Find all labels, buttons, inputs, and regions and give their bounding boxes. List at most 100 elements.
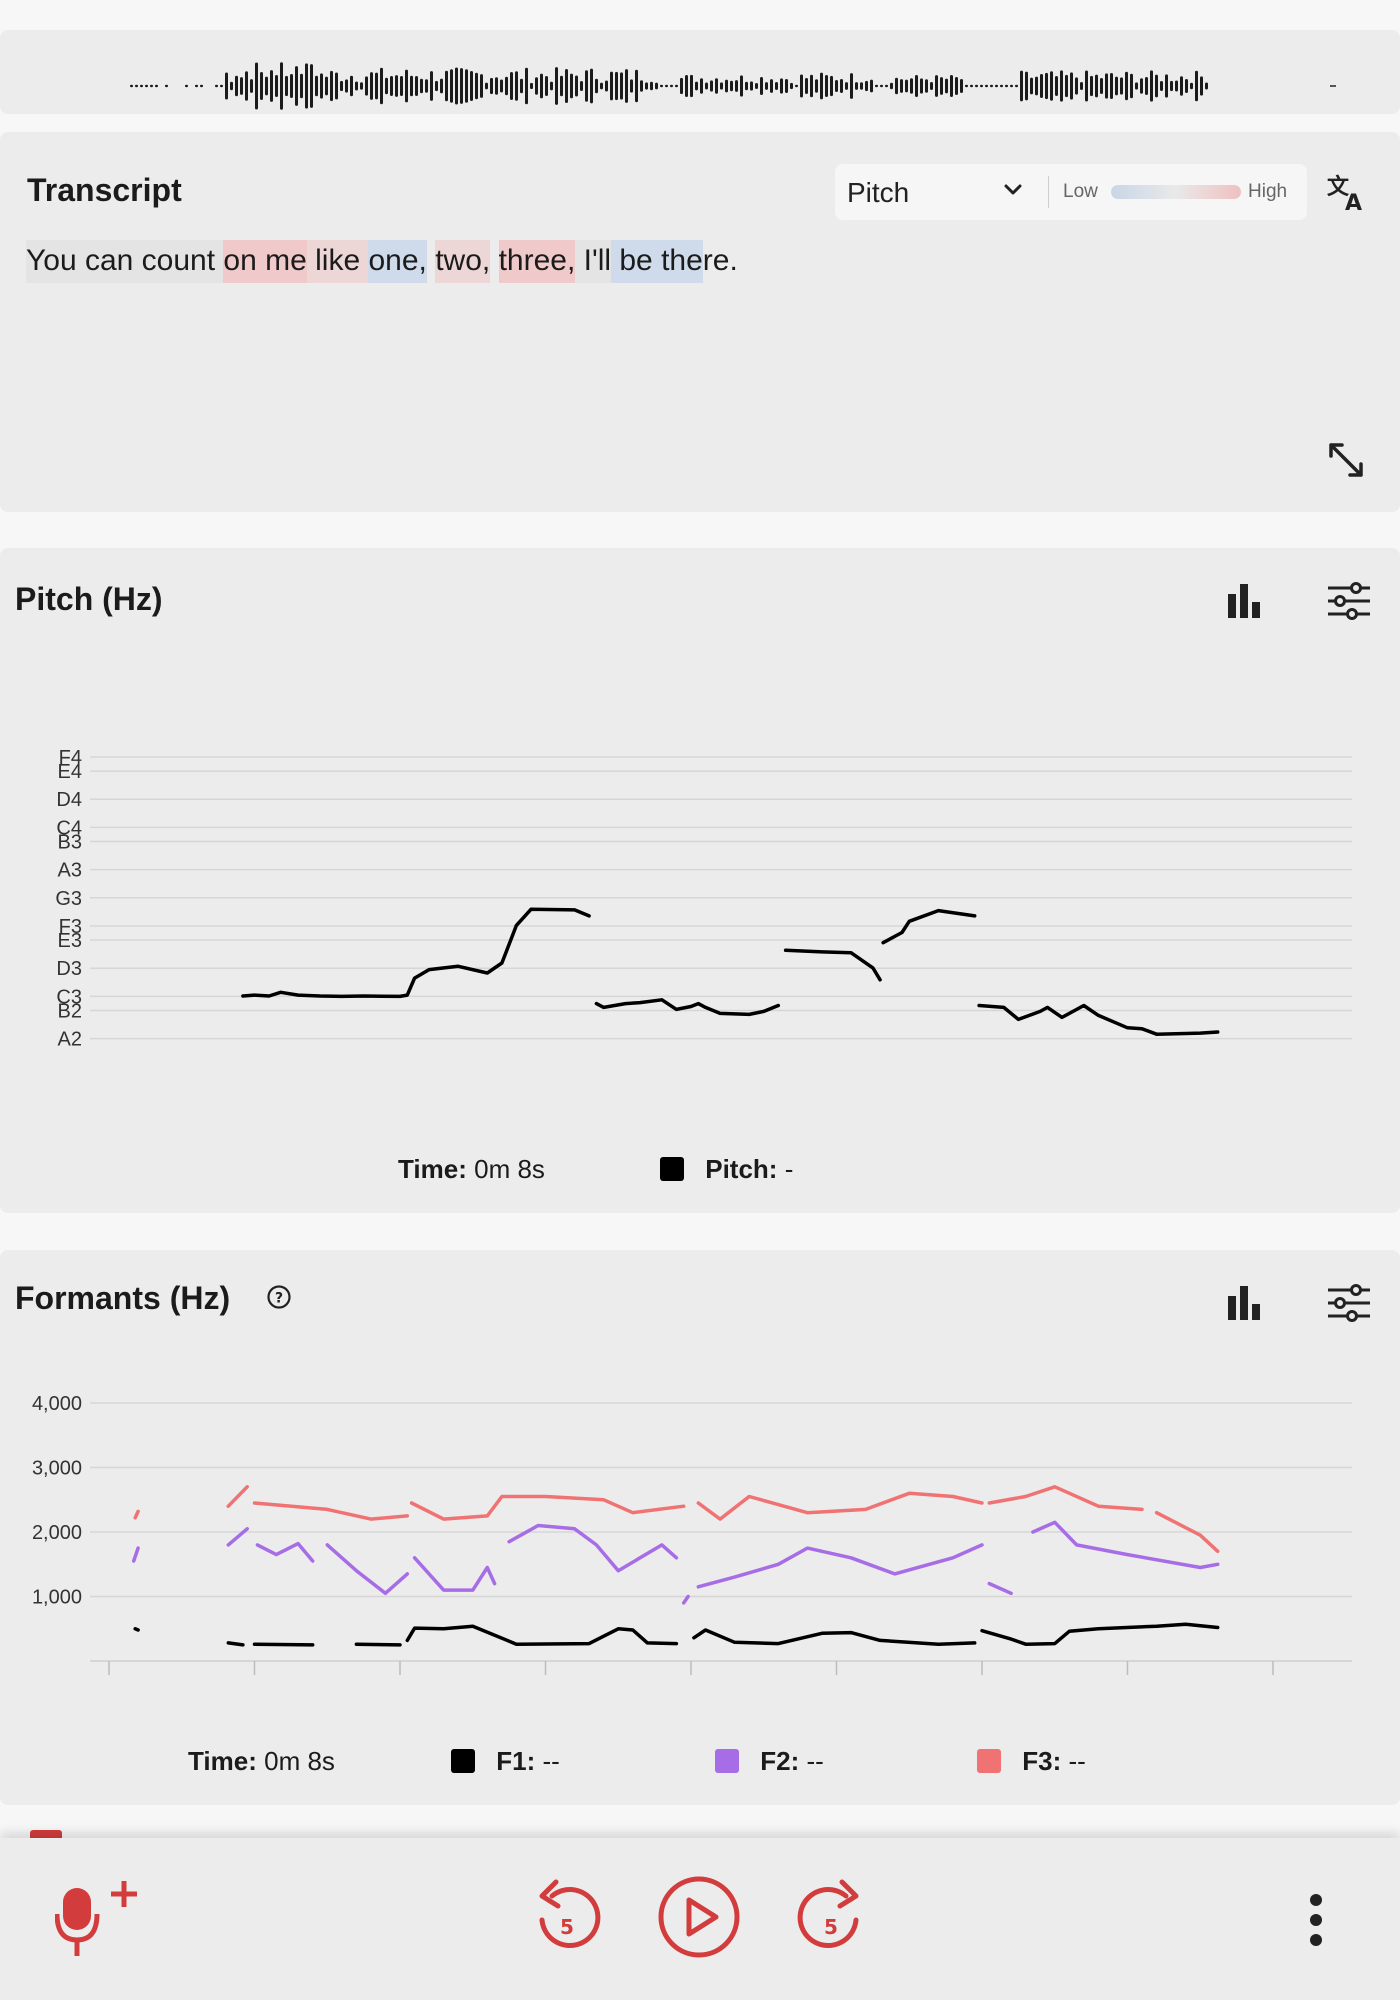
waveform-bar: [945, 78, 948, 94]
waveform-bar: [255, 62, 258, 110]
svg-text:?: ?: [275, 1291, 283, 1307]
waveform-bar: [145, 84, 148, 88]
play-icon[interactable]: [656, 1874, 742, 1960]
waveform-bar: [1040, 74, 1043, 98]
transcript-word[interactable]: two,: [435, 240, 491, 283]
help-icon[interactable]: ?: [266, 1284, 292, 1310]
transcript-word[interactable]: on me: [223, 240, 307, 283]
f2-line: [507, 1523, 679, 1573]
waveform-bar: [735, 80, 738, 92]
waveform-bar: [1170, 80, 1173, 92]
highlight-mode-select[interactable]: Pitch: [835, 164, 1045, 220]
svg-text:文: 文: [1327, 174, 1350, 200]
settings-sliders-icon[interactable]: [1326, 1282, 1372, 1324]
bar-chart-icon[interactable]: [1225, 582, 1263, 620]
waveform-bar: [1180, 76, 1183, 96]
settings-sliders-icon[interactable]: [1326, 580, 1372, 622]
waveform-graphic[interactable]: [0, 30, 1400, 114]
waveform-bar: [690, 74, 693, 98]
y-tick-label: 2,000: [32, 1522, 82, 1544]
transcript-word[interactable]: [490, 240, 498, 283]
waveform-bar: [980, 84, 983, 88]
pitch-panel: Pitch (Hz) E2F2G2A2B2C3D3E3F3G3A3B3C4D4E…: [0, 548, 1400, 1213]
waveform-bar: [1105, 73, 1108, 99]
f3-swatch: [977, 1749, 1001, 1773]
y-tick-label: C4: [56, 817, 82, 839]
waveform-bar: [710, 80, 713, 92]
add-microphone-icon[interactable]: [55, 1880, 141, 1962]
bar-chart-icon[interactable]: [1225, 1284, 1263, 1322]
waveform-bar: [515, 71, 518, 101]
transcript-word[interactable]: I'll: [575, 240, 612, 283]
waveform-bar: [815, 79, 818, 93]
transcript-word[interactable]: like: [306, 240, 369, 283]
waveform-bar: [460, 68, 463, 104]
waveform-bar: [705, 82, 708, 90]
pitch-legend-item: Pitch: -: [660, 1154, 793, 1185]
waveform-bar: [310, 64, 313, 108]
time-value: 0m 8s: [264, 1746, 335, 1776]
waveform-bar: [645, 82, 648, 90]
forward-5-icon[interactable]: 5: [796, 1876, 868, 1956]
y-tick-label: 4,000: [32, 1393, 82, 1415]
legend-item-f1: F1: --: [451, 1746, 560, 1777]
waveform-bar: [450, 69, 453, 103]
waveform-bar: [485, 82, 488, 90]
waveform-bar: [1080, 82, 1083, 90]
waveform-bar: [390, 75, 393, 97]
waveform-bar: [245, 71, 248, 101]
formants-chart[interactable]: 1,000 2,000 3,000 4,000 0.0 1.0 2.0 3.0 4.0 5.0 6.…: [0, 1330, 1400, 1690]
transcript-word[interactable]: be the: [611, 240, 703, 283]
waveform-bar: [1065, 74, 1068, 98]
transcript-word[interactable]: three,: [498, 240, 576, 283]
waveform-bar: [265, 76, 268, 96]
y-tick-label: B3: [58, 831, 82, 853]
more-options-icon[interactable]: [1306, 1892, 1326, 1948]
waveform-bar: [430, 71, 433, 101]
waveform-bar: [665, 84, 668, 88]
x-tick-label: 3.0: [532, 1687, 560, 1690]
waveform-bar: [570, 73, 573, 99]
waveform-bar: [285, 75, 288, 97]
transcript-word[interactable]: You can count: [26, 240, 224, 283]
waveform-bar: [220, 84, 223, 88]
y-tick-label: D3: [56, 958, 82, 980]
pitch-line: [881, 908, 977, 945]
waveform-bar: [995, 84, 998, 88]
waveform-bar: [1195, 70, 1198, 102]
waveform-bar: [365, 76, 368, 96]
transcript-panel: Transcript Pitch Low High 文 A You can co…: [0, 132, 1400, 512]
waveform-bar: [565, 69, 568, 103]
f2-label: F2:: [760, 1746, 800, 1776]
waveform-bar: [610, 71, 613, 101]
waveform-bar: [950, 75, 953, 97]
waveform-bar: [865, 80, 868, 92]
y-tick-label: C3: [56, 986, 82, 1008]
pitch-line: [241, 907, 591, 999]
waveform-bar: [505, 76, 508, 96]
transcript-word[interactable]: one,: [368, 240, 427, 283]
f3-line: [133, 1509, 140, 1520]
transcript-word[interactable]: [427, 240, 435, 283]
waveform-bar: [870, 79, 873, 93]
waveform-bar: [820, 72, 823, 100]
waveform-overview[interactable]: [0, 30, 1400, 114]
expand-icon[interactable]: [1325, 439, 1367, 481]
waveform-bar: [475, 72, 478, 100]
pitch-line: [594, 998, 781, 1017]
recording-tab[interactable]: [30, 1830, 62, 1840]
waveform-bar: [530, 82, 533, 90]
waveform-bar: [575, 75, 578, 97]
transcript-text[interactable]: You can count on me like one, two, three…: [26, 240, 738, 283]
waveform-bar: [1160, 81, 1163, 91]
waveform-bar: [785, 79, 788, 93]
f2-value: --: [806, 1746, 824, 1776]
waveform-bar: [790, 82, 793, 90]
waveform-bar: [375, 72, 378, 100]
waveform-bar: [525, 67, 528, 105]
translate-icon[interactable]: 文 A: [1325, 172, 1369, 212]
transcript-word[interactable]: re.: [702, 244, 738, 277]
rewind-5-icon[interactable]: 5: [530, 1876, 602, 1956]
playback-bar: 5 5: [0, 1838, 1400, 2000]
pitch-chart[interactable]: E2F2G2A2B2C3D3E3F3G3A3B3C4D4E4F40.01.02.…: [0, 648, 1400, 1048]
